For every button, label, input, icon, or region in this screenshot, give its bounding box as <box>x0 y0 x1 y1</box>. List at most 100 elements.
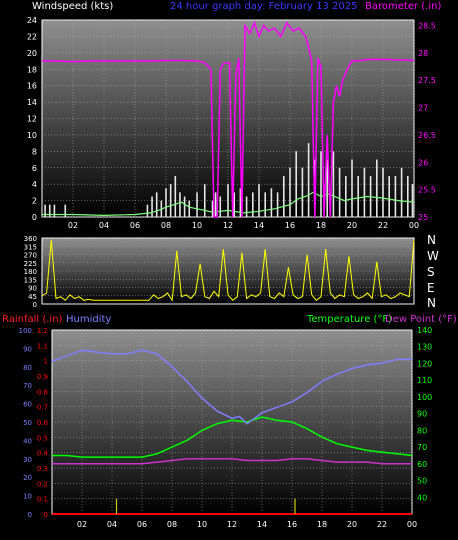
direction-tick-label: 315 <box>24 243 37 251</box>
humidity-tick-label: 40 <box>23 437 32 445</box>
rainfall-axis-title: Rainfall (.in) <box>2 314 63 325</box>
direction-series <box>41 239 415 302</box>
temperature-line <box>52 416 413 458</box>
compass-label-3: E <box>427 281 435 295</box>
compass-label-2: S <box>427 265 435 279</box>
humidity-tick-label: 0 <box>28 511 32 519</box>
temperature-tick-label: 110 <box>417 376 432 385</box>
windspeed-tick-label: 18 <box>27 65 37 74</box>
x-tick-label: 16 <box>287 520 297 529</box>
x-tick-label: 22 <box>378 221 388 230</box>
humidity-tick-label: 50 <box>23 419 32 427</box>
rainfall-tick-label: 0.5 <box>37 434 48 442</box>
humidity-tick-label: 80 <box>23 364 32 372</box>
barometer-tick-label: 26.5 <box>418 131 436 140</box>
humidity-tick-label: 70 <box>23 382 32 390</box>
x-tick-label: 08 <box>161 221 171 230</box>
windspeed-tick-label: 22 <box>27 32 37 41</box>
temp-hum-grid <box>52 329 413 515</box>
windspeed-tick-label: 6 <box>32 164 37 173</box>
x-tick-label: 22 <box>377 520 387 529</box>
rainfall-tick-label: 0.9 <box>37 373 48 381</box>
x-tick-label: 08 <box>167 520 177 529</box>
x-tick-label: 04 <box>99 221 109 230</box>
humidity-tick-label: 20 <box>23 474 32 482</box>
x-tick-label: 14 <box>254 221 264 230</box>
rainfall-tick-label: 0.6 <box>37 419 49 427</box>
x-tick-label: 20 <box>347 221 357 230</box>
x-tick-label: 10 <box>197 520 207 529</box>
rainfall-tick-label: 0.4 <box>37 450 49 458</box>
x-tick-label: 18 <box>316 221 326 230</box>
temperature-tick-label: 120 <box>417 359 432 368</box>
temp-hum-series <box>51 349 413 515</box>
temperature-tick-label: 90 <box>417 410 427 419</box>
windspeed-axis-title: Windspeed (kts) <box>32 1 113 12</box>
rainfall-tick-label: 1 <box>44 358 48 366</box>
rainfall-tick-label: 0 <box>44 511 48 519</box>
rainfall-tick-label: 1.2 <box>37 327 48 335</box>
temperature-tick-label: 100 <box>417 393 432 402</box>
temperature-tick-label: 60 <box>417 460 427 469</box>
barometer-tick-label: 27.5 <box>418 76 436 85</box>
temperature-axis-title: Temperature (°F) <box>306 314 392 325</box>
temperature-tick-label: 80 <box>417 426 427 435</box>
dewpoint-line <box>52 458 412 465</box>
rainfall-tick-label: 0.2 <box>37 480 48 488</box>
temperature-tick-label: 140 <box>417 326 432 335</box>
windspeed-tick-label: 20 <box>27 49 37 58</box>
wind-baro-x-axis: 02 04 06 08 10 12 14 16 18 20 22 00 <box>68 221 419 230</box>
x-tick-label: 16 <box>285 221 295 230</box>
temperature-tick-label: 130 <box>417 343 432 352</box>
humidity-axis: 0 10 20 30 40 50 60 70 80 90 100 <box>19 327 32 519</box>
x-tick-label: 14 <box>257 520 267 529</box>
windspeed-tick-label: 2 <box>32 197 37 206</box>
barometer-axis-title: Barometer (.in) <box>365 1 441 12</box>
direction-tick-label: 90 <box>28 285 37 293</box>
windspeed-tick-label: 24 <box>27 16 37 25</box>
dewpoint-axis-title: Dew Point (°F) <box>385 314 457 325</box>
x-tick-label: 10 <box>192 221 202 230</box>
barometer-tick-label: 26 <box>418 158 428 167</box>
temperature-tick-label: 50 <box>417 477 427 486</box>
x-tick-label: 12 <box>227 520 237 529</box>
rainfall-tick-label: 0.3 <box>37 465 48 473</box>
x-tick-label: 04 <box>107 520 117 529</box>
x-tick-label: 06 <box>137 520 147 529</box>
windavg-line <box>42 191 415 217</box>
compass-label-0: N <box>427 233 436 247</box>
temperature-tick-label: 40 <box>417 493 427 502</box>
x-tick-label: 02 <box>68 221 78 230</box>
rainfall-axis: 0 0.1 0.2 0.3 0.4 0.5 0.6 0.7 0.8 0.9 1 1.1 1.2 <box>37 327 49 519</box>
direction-line <box>41 239 415 302</box>
rainfall-tick-label: 0.7 <box>37 404 48 412</box>
barometer-tick-label: 25 <box>418 213 428 222</box>
humidity-tick-label: 100 <box>19 327 32 335</box>
direction-tick-label: 225 <box>24 260 37 268</box>
direction-tick-label: 45 <box>28 293 37 301</box>
temp-hum-x-axis: 02 04 06 08 10 12 14 16 18 20 22 00 <box>77 520 417 529</box>
direction-tick-label: 180 <box>24 268 37 276</box>
windspeed-tick-label: 16 <box>27 82 37 91</box>
windspeed-tick-label: 4 <box>32 180 37 189</box>
compass-label-1: W <box>427 249 439 263</box>
humidity-tick-label: 60 <box>23 401 32 409</box>
windspeed-tick-label: 0 <box>32 213 37 222</box>
windspeed-tick-label: 8 <box>32 147 37 156</box>
compass-label-4: N <box>427 296 436 310</box>
x-tick-label: 18 <box>317 520 327 529</box>
x-tick-label: 00 <box>409 221 419 230</box>
humidity-axis-title: Humidity <box>66 314 111 325</box>
direction-tick-label: 0 <box>33 301 37 309</box>
x-tick-label: 06 <box>130 221 140 230</box>
humidity-tick-label: 10 <box>23 493 32 501</box>
wind-baro-series <box>42 20 415 218</box>
rainfall-tick-label: 0.1 <box>37 496 48 504</box>
barometer-axis: 25 25.5 26 26.5 27 27.5 28 28.5 <box>418 21 436 222</box>
windspeed-tick-label: 12 <box>27 115 37 124</box>
temperature-tick-label: 70 <box>417 443 427 452</box>
direction-tick-label: 270 <box>24 252 37 260</box>
